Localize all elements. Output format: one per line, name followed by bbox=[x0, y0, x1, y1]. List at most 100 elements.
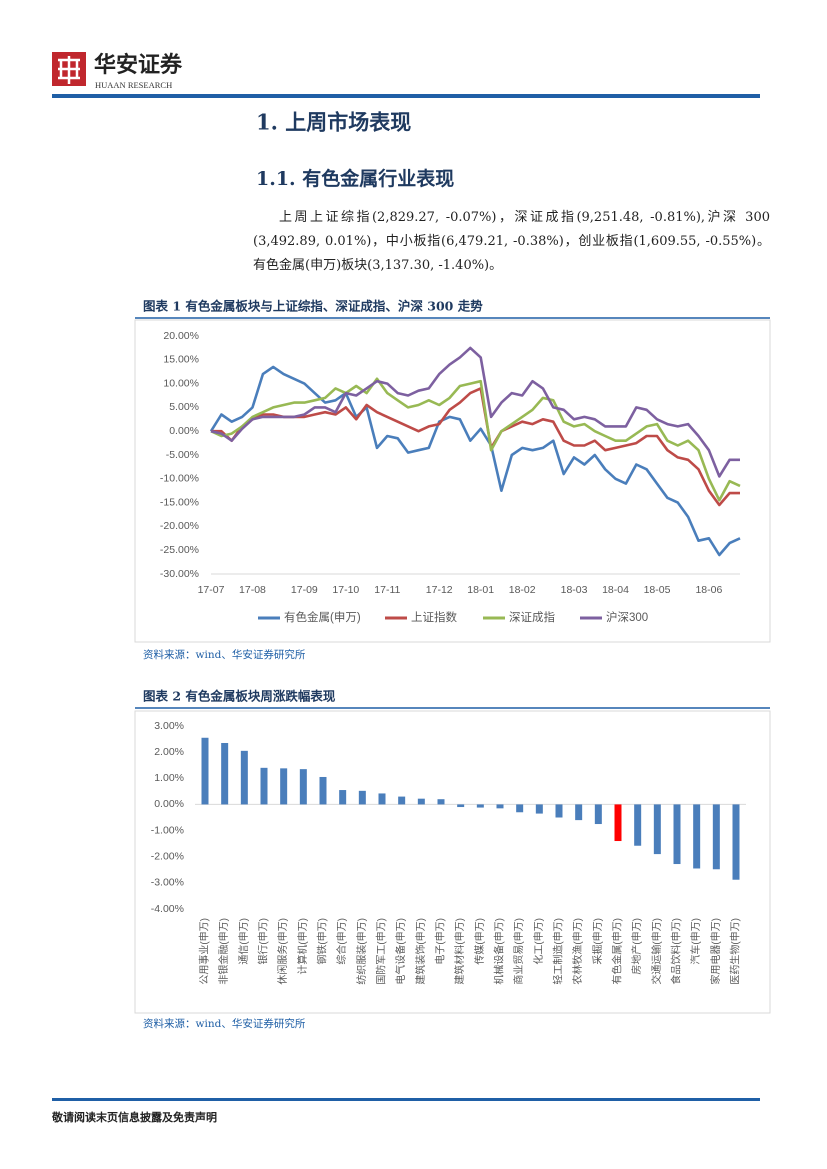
x-tick-label: 17-10 bbox=[332, 584, 359, 596]
x-tick-label: 国防军工(申万) bbox=[375, 918, 388, 985]
y-tick-label: -5.00% bbox=[166, 449, 199, 461]
x-tick-label: 非银金融(申万) bbox=[217, 918, 230, 985]
bar bbox=[693, 804, 701, 869]
paragraph: 上周上证综指(2,829.27, -0.07%)，深证成指(9,251.48, … bbox=[253, 210, 770, 273]
y-tick-label: 5.00% bbox=[169, 401, 199, 413]
bar bbox=[653, 804, 661, 855]
bar bbox=[417, 798, 425, 805]
bar bbox=[240, 750, 248, 805]
chart-frame bbox=[134, 710, 771, 1014]
x-tick-label: 17-09 bbox=[291, 584, 318, 596]
bar bbox=[673, 804, 681, 865]
bar bbox=[280, 768, 288, 805]
x-tick-label: 建筑材料(申万) bbox=[453, 918, 466, 985]
bar bbox=[299, 769, 307, 805]
x-tick-label: 建筑装饰(申万) bbox=[414, 918, 427, 985]
bar bbox=[457, 804, 465, 808]
heading1: 1. 上周市场表现 bbox=[256, 110, 411, 135]
y-tick-label: -30.00% bbox=[160, 568, 199, 580]
bar bbox=[437, 799, 445, 805]
x-tick-label: 17-12 bbox=[426, 584, 453, 596]
x-tick-label: 房地产(申万) bbox=[630, 918, 643, 975]
chart-frame bbox=[134, 319, 771, 643]
y-tick-label: -15.00% bbox=[160, 496, 199, 508]
x-tick-label: 18-06 bbox=[695, 584, 722, 596]
series-line bbox=[210, 346, 740, 478]
y-tick-label: 3.00% bbox=[154, 720, 184, 732]
x-tick-label: 18-05 bbox=[644, 584, 671, 596]
bar bbox=[732, 804, 740, 880]
x-tick-label: 18-02 bbox=[509, 584, 536, 596]
y-tick-label: 1.00% bbox=[154, 772, 184, 784]
y-tick-label: -3.00% bbox=[151, 877, 184, 889]
legend-label: 有色金属(申万) bbox=[284, 610, 361, 624]
x-tick-label: 公用事业(申万) bbox=[198, 918, 211, 985]
bar bbox=[555, 804, 563, 818]
x-tick-label: 钢铁(申万) bbox=[316, 918, 329, 965]
source: 资料来源：wind、华安证券研究所 bbox=[143, 648, 306, 661]
legend-label: 沪深300 bbox=[606, 610, 648, 624]
y-tick-label: 15.00% bbox=[163, 354, 199, 366]
bar bbox=[614, 804, 622, 842]
x-tick-label: 18-04 bbox=[602, 584, 629, 596]
bar bbox=[516, 804, 524, 813]
bar bbox=[535, 804, 543, 814]
x-tick-label: 18-03 bbox=[561, 584, 588, 596]
x-tick-label: 计算机(申万) bbox=[296, 918, 309, 975]
bar bbox=[358, 790, 366, 805]
series-line bbox=[209, 365, 741, 557]
footer: 敬请阅读末页信息披露及免责声明 bbox=[51, 1110, 217, 1124]
bar bbox=[260, 767, 268, 805]
y-tick-label: 2.00% bbox=[154, 746, 184, 758]
y-tick-label: 10.00% bbox=[163, 377, 199, 389]
x-tick-label: 商业贸易(申万) bbox=[512, 918, 525, 985]
brand-sub: HUAAN RESEARCH bbox=[95, 80, 172, 90]
legend-label: 深证成指 bbox=[509, 610, 555, 624]
x-tick-label: 纺织服装(申万) bbox=[355, 918, 368, 985]
legend-label: 上证指数 bbox=[411, 610, 457, 624]
bar bbox=[319, 776, 327, 805]
bar bbox=[398, 796, 406, 805]
bar bbox=[201, 737, 209, 805]
x-tick-label: 通信(申万) bbox=[237, 918, 250, 965]
series-line bbox=[210, 377, 741, 502]
figure-title: 图表 1 有色金属板块与上证综指、深证成指、沪深 300 走势 bbox=[143, 299, 483, 314]
y-tick-label: -10.00% bbox=[160, 473, 199, 485]
y-tick-label: -1.00% bbox=[151, 824, 184, 836]
x-tick-label: 化工(申万) bbox=[532, 918, 545, 965]
x-tick-label: 18-01 bbox=[467, 584, 494, 596]
y-tick-label: 0.00% bbox=[154, 798, 184, 810]
x-tick-label: 采掘(申万) bbox=[591, 918, 604, 965]
x-tick-label: 传媒(申万) bbox=[473, 918, 486, 965]
bar bbox=[496, 804, 504, 809]
bar bbox=[634, 804, 642, 846]
y-tick-label: -25.00% bbox=[160, 544, 199, 556]
x-tick-label: 电子(申万) bbox=[434, 918, 447, 965]
x-tick-label: 休闲服务(申万) bbox=[276, 918, 289, 985]
footer-rule bbox=[52, 1098, 760, 1101]
y-tick-label: -4.00% bbox=[151, 903, 184, 915]
x-tick-label: 机械设备(申万) bbox=[493, 918, 506, 985]
x-tick-label: 17-08 bbox=[239, 584, 266, 596]
bar bbox=[221, 742, 229, 805]
bar bbox=[339, 790, 347, 805]
x-tick-label: 家用电器(申万) bbox=[709, 918, 722, 985]
x-tick-label: 医药生物(申万) bbox=[729, 918, 742, 985]
source: 资料来源：wind、华安证券研究所 bbox=[143, 1017, 306, 1030]
x-tick-label: 食品饮料(申万) bbox=[670, 918, 683, 985]
y-tick-label: 20.00% bbox=[163, 330, 199, 342]
heading2: 1.1. 有色金属行业表现 bbox=[256, 167, 454, 190]
brand: 华安证券 bbox=[94, 52, 183, 78]
x-tick-label: 电气设备(申万) bbox=[394, 918, 407, 985]
bar bbox=[378, 793, 386, 805]
y-tick-label: 0.00% bbox=[169, 425, 199, 437]
bar bbox=[476, 804, 484, 808]
logo-pattern bbox=[58, 56, 80, 84]
bar bbox=[594, 804, 602, 825]
x-tick-label: 17-07 bbox=[198, 584, 225, 596]
bar bbox=[712, 804, 720, 870]
x-tick-label: 综合(申万) bbox=[335, 918, 348, 965]
x-tick-label: 交通运输(申万) bbox=[650, 918, 663, 985]
